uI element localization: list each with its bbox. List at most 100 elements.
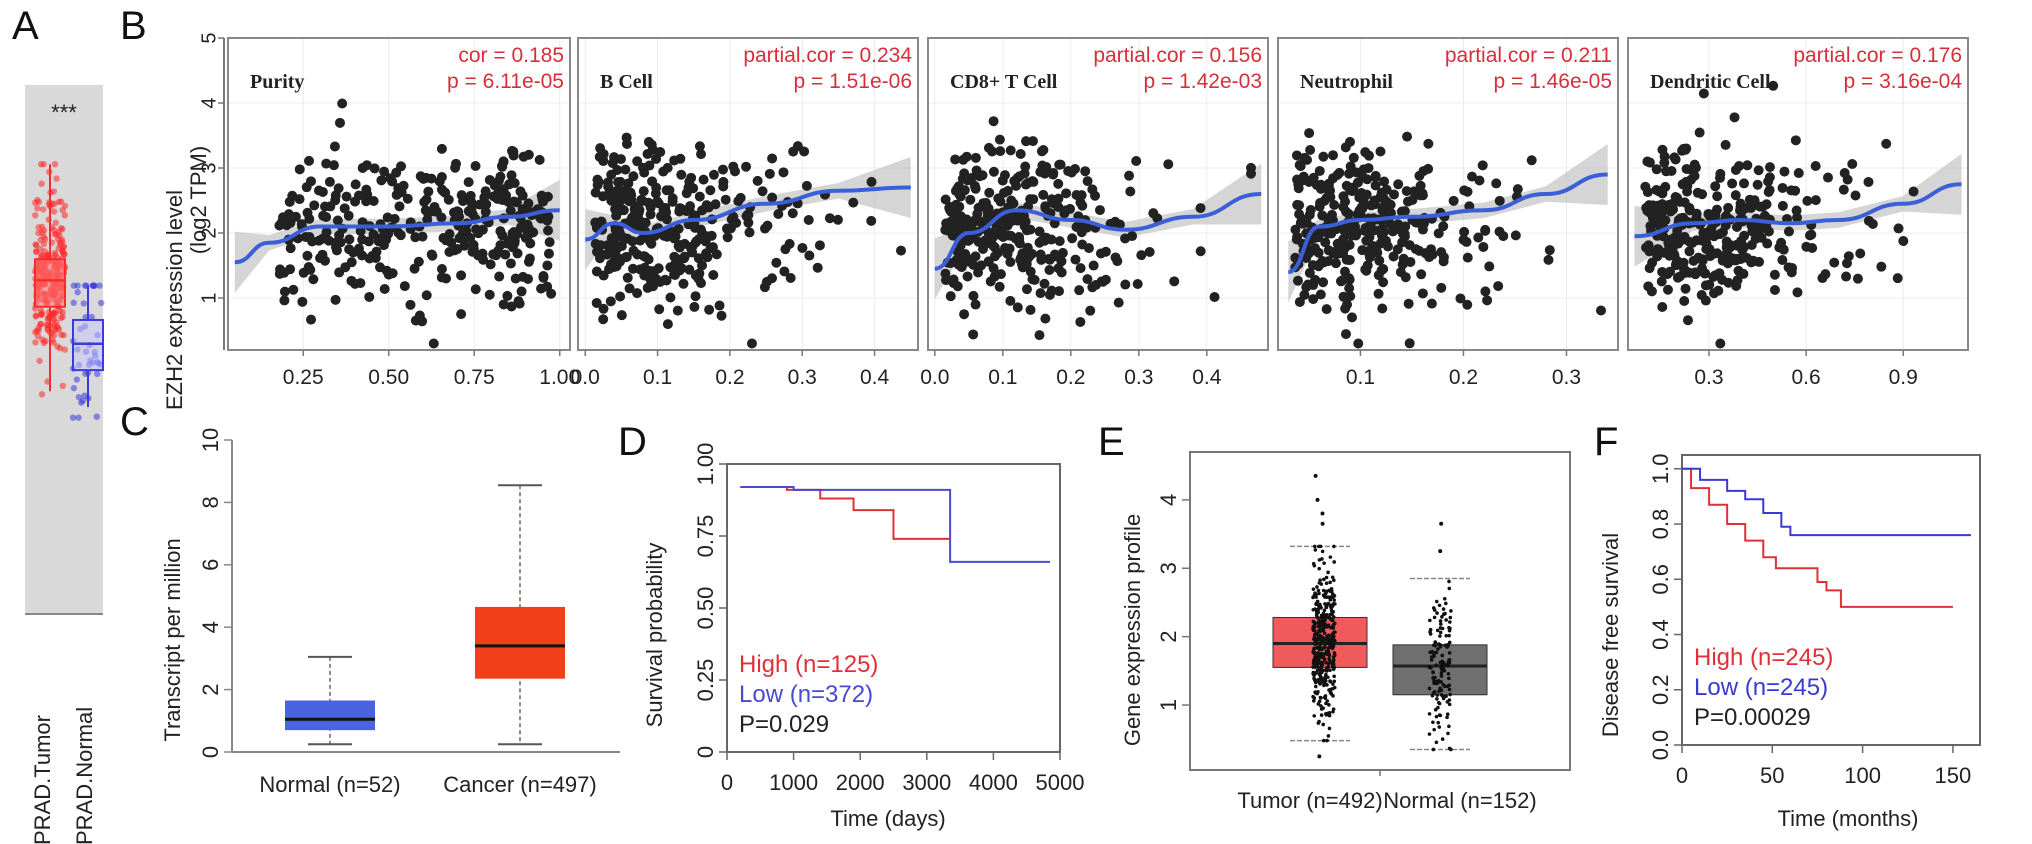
e-data-point — [1311, 670, 1316, 675]
b-data-point — [982, 207, 993, 218]
e-data-point — [1327, 637, 1331, 642]
b-data-point — [1363, 150, 1374, 161]
b-data-point — [429, 201, 440, 212]
b-data-point — [1898, 236, 1909, 247]
b-data-point — [1020, 216, 1031, 227]
e-data-point — [1427, 665, 1431, 669]
b-data-point — [514, 298, 525, 309]
b-data-point — [940, 194, 951, 205]
b-data-point — [636, 217, 647, 228]
b-data-point — [1339, 243, 1350, 254]
e-data-point — [1447, 633, 1451, 638]
b-data-point — [685, 201, 696, 212]
b-data-point — [661, 207, 672, 218]
km-xtick-label: 100 — [1844, 763, 1881, 788]
e-data-point — [1332, 674, 1336, 679]
e-data-point — [1322, 608, 1327, 613]
e-data-point — [1446, 731, 1450, 736]
e-data-point — [1316, 544, 1321, 549]
significance-stars: *** — [51, 100, 77, 125]
e-data-point — [1320, 549, 1325, 554]
b-data-point — [792, 141, 803, 152]
b-data-point — [1662, 284, 1673, 295]
b-data-point — [866, 215, 877, 226]
b-ylabel-line1: EZH2 expression level — [162, 190, 187, 410]
b-data-point — [1438, 256, 1449, 267]
e-data-point — [1327, 615, 1331, 620]
b-data-point — [521, 225, 532, 236]
e-data-point — [1324, 575, 1329, 580]
a-data-point — [57, 225, 65, 232]
b-data-point — [1304, 267, 1315, 278]
b-data-point — [1709, 288, 1720, 299]
b-data-point — [303, 262, 314, 273]
b-p-label: p = 3.16e-04 — [1843, 70, 1962, 93]
b-data-point — [294, 164, 305, 175]
b-data-point — [1681, 163, 1692, 174]
b-data-point — [1720, 220, 1731, 231]
b-facet-neutrophil: Neutrophil partial.cor = 0.211 p = 1.46e-0… — [1277, 37, 1619, 389]
e-data-point — [1434, 740, 1439, 745]
e-data-point — [1327, 645, 1332, 650]
b-data-point — [1653, 186, 1664, 197]
b-data-point — [1299, 152, 1310, 163]
e-outlier — [1320, 521, 1325, 526]
b-data-point — [675, 263, 686, 274]
b-data-point — [1195, 203, 1206, 214]
b-data-point — [718, 181, 729, 192]
e-data-point — [1435, 611, 1439, 615]
e-data-point — [1447, 651, 1452, 655]
a-xtick-normal: PRAD.Normal — [72, 707, 97, 844]
b-data-point — [1855, 248, 1866, 259]
e-data-point — [1437, 603, 1442, 608]
b-data-point — [1698, 227, 1709, 238]
b-data-point — [694, 141, 705, 152]
b-data-point — [1417, 188, 1428, 199]
b-data-point — [705, 185, 716, 196]
e-data-point — [1447, 724, 1451, 729]
b-data-point — [1048, 198, 1059, 209]
b-data-point — [334, 267, 345, 278]
b-data-point — [1847, 158, 1858, 169]
b-data-point — [1021, 284, 1032, 295]
e-data-point — [1314, 684, 1318, 689]
b-data-point — [824, 213, 835, 224]
b-data-point — [1596, 305, 1606, 316]
b-data-point — [1085, 305, 1096, 316]
e-data-point — [1318, 578, 1322, 582]
b-data-point — [488, 249, 499, 260]
b-data-point — [991, 220, 1002, 231]
e-data-point — [1447, 698, 1452, 702]
b-data-point — [965, 194, 976, 205]
e-data-point — [1438, 619, 1443, 623]
b-data-point — [394, 201, 405, 212]
e-data-point — [1323, 616, 1328, 620]
b-data-point — [1792, 212, 1803, 223]
b-data-point — [1310, 245, 1321, 256]
a-data-point — [70, 299, 77, 306]
e-data-point — [1444, 694, 1448, 699]
b-data-point — [997, 175, 1008, 186]
b-data-point — [1334, 167, 1345, 178]
e-data-point — [1436, 720, 1441, 725]
b-data-point — [627, 212, 638, 223]
b-data-point — [1642, 187, 1653, 198]
b-data-point — [1046, 285, 1057, 296]
e-data-point — [1322, 657, 1327, 662]
e-data-point — [1312, 664, 1316, 669]
b-p-label: p = 1.42e-03 — [1143, 70, 1262, 93]
b-data-point — [1512, 184, 1523, 195]
b-data-point — [1646, 286, 1657, 297]
c-ytick-label: 8 — [198, 496, 223, 508]
b-data-point — [1301, 282, 1312, 293]
a-data-point — [59, 382, 67, 390]
e-outlier — [1317, 754, 1322, 759]
b-data-point — [1035, 236, 1046, 247]
b-data-point — [1363, 163, 1374, 174]
b-data-point — [1404, 240, 1415, 251]
e-data-point — [1320, 557, 1324, 561]
b-data-point — [288, 284, 299, 295]
b-data-point — [632, 288, 643, 299]
a-data-point — [51, 309, 58, 316]
